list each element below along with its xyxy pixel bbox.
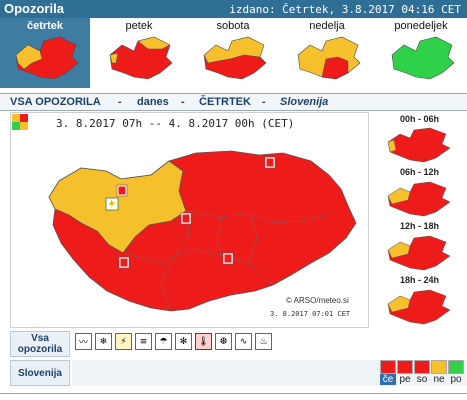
- tab-sobota[interactable]: sobota: [188, 18, 278, 88]
- day-abbr-current[interactable]: če: [380, 374, 396, 385]
- period-map-2: [387, 181, 451, 217]
- forest-fire-icon[interactable]: ♨: [255, 333, 272, 350]
- all-warnings-label: Vsa opozorila: [10, 331, 70, 357]
- section-header: VSA OPOZORILA - danes - ČETRTEK - Sloven…: [0, 93, 467, 111]
- snow-icon[interactable]: ✻: [175, 333, 192, 350]
- section-today: danes: [137, 96, 169, 108]
- fog-icon[interactable]: ≡: [135, 333, 152, 350]
- coastal-icon[interactable]: ∿: [235, 333, 252, 350]
- day-abbr[interactable]: so: [416, 374, 428, 385]
- header-bar: Opozorila izdano: Četrtek, 3.8.2017 04:1…: [0, 0, 467, 18]
- day-status-cetrtek[interactable]: [380, 360, 396, 374]
- tab-label: petek: [125, 20, 153, 32]
- period-label: 12h - 18h: [399, 221, 439, 231]
- section-day: ČETRTEK: [199, 96, 251, 108]
- high-temperature-icon[interactable]: 🌡: [195, 333, 212, 350]
- color-legend-icon: [12, 114, 28, 130]
- tab-cetrtek[interactable]: četrtek: [0, 18, 90, 88]
- day-status-ponedeljek[interactable]: [448, 360, 464, 374]
- region-label: Slovenija: [10, 360, 70, 386]
- tab-ponedeljek[interactable]: ponedeljek: [376, 18, 466, 88]
- period-map-3: [387, 235, 451, 271]
- day-abbr[interactable]: po: [450, 374, 462, 385]
- period-label: 00h - 06h: [399, 114, 439, 124]
- issued-timestamp: izdano: Četrtek, 3.8.2017 04:16 CET: [229, 3, 461, 16]
- tab-label: nedelja: [309, 20, 345, 32]
- period-maps-column: 00h - 06h 06h - 12h 12h - 18h 18h - 24h: [372, 112, 467, 328]
- day-status-petek[interactable]: [397, 360, 413, 374]
- thumb-map-nedelja: [297, 36, 361, 80]
- thumb-map-ponedeljek: [391, 36, 455, 80]
- rain-icon[interactable]: ☂: [155, 333, 172, 350]
- warning-map-panel: 3. 8.2017 07h -- 4. 8.2017 00h (CET) ©: [10, 112, 369, 328]
- separator: -: [118, 96, 122, 108]
- wind-icon[interactable]: 〰: [75, 333, 92, 350]
- subregion-borders: [122, 210, 330, 312]
- map-credit: © ARSO/meteo.si: [286, 296, 349, 305]
- thunderstorm-icon[interactable]: ⚡: [115, 333, 132, 350]
- bottom-divider: [0, 393, 467, 400]
- period-label: 06h - 12h: [399, 167, 439, 177]
- separator: -: [181, 96, 185, 108]
- slovenia-warning-map: [48, 150, 357, 312]
- thumb-map-cetrtek: [15, 36, 79, 80]
- validity-range: 3. 8.2017 07h -- 4. 8.2017 00h (CET): [56, 117, 295, 130]
- tab-petek[interactable]: petek: [94, 18, 184, 88]
- thumb-map-sobota: [203, 36, 267, 80]
- day-abbr[interactable]: ne: [433, 374, 445, 385]
- snow-rain-icon[interactable]: ❄: [95, 333, 112, 350]
- period-map-4: [387, 289, 451, 325]
- section-title: VSA OPOZORILA: [10, 96, 101, 108]
- day-status-sobota[interactable]: [414, 360, 430, 374]
- period-map-1: [387, 127, 451, 163]
- thumb-map-petek: [109, 36, 173, 80]
- period-label: 18h - 24h: [399, 275, 439, 285]
- day-abbr[interactable]: pe: [399, 374, 411, 385]
- low-temperature-icon[interactable]: ❆: [215, 333, 232, 350]
- separator: -: [262, 96, 266, 108]
- page-title: Opozorila: [4, 1, 64, 16]
- section-region: Slovenija: [280, 96, 329, 108]
- day-status-nedelja[interactable]: [431, 360, 447, 374]
- warning-markers: [105, 156, 276, 269]
- tab-label: ponedeljek: [394, 20, 448, 32]
- day-tabs: četrtek petek sobota nedelja ponedeljek: [0, 18, 467, 90]
- tab-nedelja[interactable]: nedelja: [282, 18, 372, 88]
- map-timestamp: 3. 8.2017 07:01 CET: [270, 310, 351, 318]
- tab-label: sobota: [216, 20, 250, 32]
- tab-label: četrtek: [26, 20, 64, 32]
